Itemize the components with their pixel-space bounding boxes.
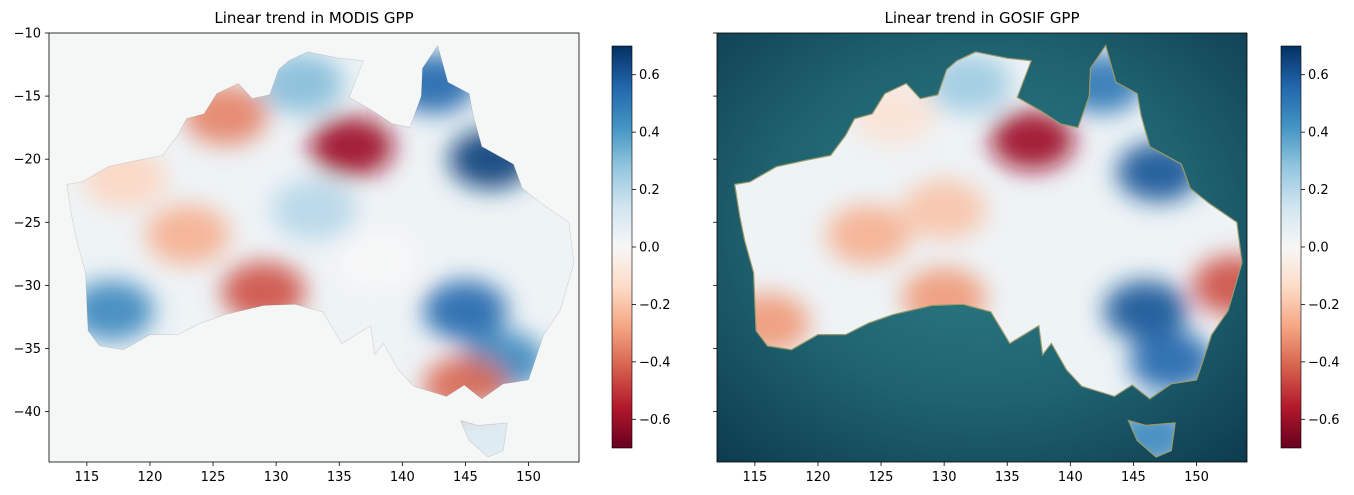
trend-region <box>70 280 155 341</box>
x-tick-label: 150 <box>516 470 541 485</box>
colorbar <box>1280 45 1302 449</box>
x-tick-label: 135 <box>995 470 1020 485</box>
x-tick-label: 140 <box>1058 470 1083 485</box>
colorbar-tick-label: −0.4 <box>1308 355 1340 370</box>
x-tick-label: 125 <box>201 470 226 485</box>
axes-gosif: 115 120 125 130 135 140 145 150 <box>713 32 1243 485</box>
colorbar <box>611 45 633 449</box>
trend-region <box>1192 255 1242 316</box>
colorbar-tick-label: −0.2 <box>1308 298 1340 313</box>
colorbar-tick-label: 0.6 <box>639 68 660 83</box>
x-tick-label: 120 <box>138 470 163 485</box>
trend-region <box>1129 331 1214 392</box>
colorbar-tick-label: 0.2 <box>1308 183 1329 198</box>
trend-region <box>309 116 394 177</box>
colorbar-tick-label: 0.4 <box>639 126 660 141</box>
colorbar-ticks: 0.6 0.4 0.2 0.0 −0.2 −0.4 −0.6 <box>1301 68 1340 428</box>
y-tick-label: −25 <box>14 216 41 231</box>
colorbar-ticks: 0.6 0.4 0.2 0.0 −0.2 −0.4 −0.6 <box>632 68 671 428</box>
x-tick-label: 140 <box>390 470 415 485</box>
colorbar-tick-label: −0.2 <box>639 298 671 313</box>
x-tick-label: 145 <box>1121 470 1146 485</box>
trend-region <box>335 230 420 291</box>
coastline <box>66 44 575 458</box>
x-tick-label: 145 <box>453 470 478 485</box>
colorbar-tick-label: 0.0 <box>1308 241 1329 256</box>
chart-title: Linear trend in GOSIF GPP <box>884 9 1079 27</box>
trend-region <box>990 110 1075 171</box>
y-tick-label: −10 <box>14 27 41 42</box>
trend-region <box>259 53 344 114</box>
colorbar-tick-label: 0.4 <box>1308 126 1329 141</box>
colorbar-tick-label: −0.6 <box>639 413 671 428</box>
x-tick-label: 115 <box>742 470 767 485</box>
trend-region <box>826 204 911 265</box>
x-tick-label: 130 <box>264 470 289 485</box>
trend-region <box>423 280 508 341</box>
y-tick-label: −15 <box>14 90 41 105</box>
colorbar-tick-label: 0.2 <box>639 183 660 198</box>
trend-region <box>1104 280 1188 341</box>
chart-title: Linear trend in MODIS GPP <box>214 9 413 27</box>
y-tick-label: −35 <box>14 342 41 357</box>
colorbar-tick-label: −0.4 <box>639 355 671 370</box>
x-tick-label: 125 <box>869 470 894 485</box>
trend-region <box>145 204 230 265</box>
coastline <box>734 44 1243 458</box>
x-tick-label: 115 <box>74 470 99 485</box>
x-tick-label: 130 <box>932 470 957 485</box>
y-tick-label: −40 <box>14 405 41 420</box>
trend-region <box>902 179 987 240</box>
colorbar-tick-label: −0.6 <box>1308 413 1340 428</box>
x-tick-label: 120 <box>806 470 831 485</box>
panel-modis: Linear trend in MODIS GPP 115 120 125 130 13… <box>14 9 671 485</box>
axes-modis: 115 120 125 130 135 140 145 150 −10 −15 −20 −25 −30 −… <box>14 27 575 485</box>
x-tick-label: 135 <box>327 470 352 485</box>
x-tick-label: 150 <box>1184 470 1209 485</box>
y-tick-label: −20 <box>14 153 41 168</box>
trend-region <box>272 179 356 240</box>
colorbar-tick-label: 0.6 <box>1308 68 1329 83</box>
panel-gosif: Linear trend in GOSIF GPP 115 120 125 130 13… <box>713 9 1340 485</box>
colorbar-tick-label: 0.0 <box>639 241 660 256</box>
y-tick-label: −30 <box>14 279 41 294</box>
